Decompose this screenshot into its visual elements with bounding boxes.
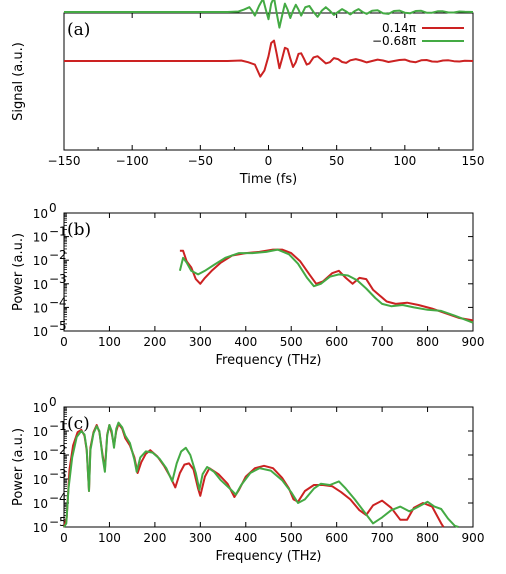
y-tick-label: 10 — [33, 278, 48, 292]
y-tick-exponent: −1 — [49, 225, 67, 239]
x-tick-label: 200 — [143, 531, 166, 545]
plot-frame — [63, 406, 474, 528]
x-tick-label: 150 — [462, 154, 485, 168]
y-tick-label: 10 — [33, 401, 48, 415]
y-tick-label: 10 — [33, 254, 48, 268]
panel-b-xlabel: Frequency (THz) — [216, 353, 322, 368]
panel-a-xlabel: Time (fs) — [239, 172, 297, 187]
y-tick-label: 10 — [33, 449, 48, 463]
x-tick-label: 50 — [329, 154, 344, 168]
panel-c-xlabel: Frequency (THz) — [216, 549, 322, 564]
x-tick-label: 0 — [60, 531, 68, 545]
y-tick-exponent: −2 — [49, 248, 67, 262]
series-line-red — [64, 39, 474, 78]
panel-b-ylabel: Power (a.u.) — [11, 233, 26, 311]
x-tick-label: 100 — [98, 531, 121, 545]
x-tick-label: 300 — [189, 335, 212, 349]
x-tick-label: 400 — [234, 531, 257, 545]
legend-label-minus-0.68pi: −0.68π — [372, 34, 416, 48]
x-tick-label: −100 — [116, 154, 149, 168]
x-tick-label: 500 — [280, 531, 303, 545]
series-line-green — [178, 248, 474, 324]
y-tick-label: 10 — [33, 425, 48, 439]
x-tick-label: 900 — [462, 531, 485, 545]
y-tick-exponent: −4 — [49, 491, 67, 505]
x-tick-label: 100 — [98, 335, 121, 349]
y-tick-label: 10 — [33, 473, 48, 487]
x-tick-label: 700 — [371, 335, 394, 349]
legend-label-0.14pi: 0.14π — [382, 21, 416, 35]
x-tick-label: 0 — [60, 335, 68, 349]
series-line-red — [179, 248, 474, 322]
x-tick-label: 800 — [416, 335, 439, 349]
x-tick-label: 600 — [325, 531, 348, 545]
y-tick-label: 10 — [33, 521, 48, 535]
x-tick-label: 0 — [265, 154, 273, 168]
y-tick-label: 10 — [33, 301, 48, 315]
y-tick-exponent: 0 — [49, 395, 57, 409]
x-tick-label: 900 — [462, 335, 485, 349]
y-tick-label: 10 — [33, 325, 48, 339]
y-tick-exponent: 0 — [49, 201, 57, 215]
x-tick-label: 700 — [371, 531, 394, 545]
y-tick-exponent: −3 — [49, 272, 67, 286]
series-line-green — [64, 0, 474, 29]
x-tick-label: −50 — [188, 154, 213, 168]
x-tick-label: 300 — [189, 531, 212, 545]
x-tick-label: 200 — [143, 335, 166, 349]
y-tick-label: 10 — [33, 207, 48, 221]
panel-a-label: (a) — [67, 20, 90, 40]
series-line-red — [63, 422, 445, 528]
y-tick-label: 10 — [33, 231, 48, 245]
panel-c-ylabel: Power (a.u.) — [11, 428, 26, 506]
panel-a-ylabel: Signal (a.u.) — [11, 42, 26, 121]
y-tick-label: 10 — [33, 497, 48, 511]
y-tick-exponent: −4 — [49, 295, 67, 309]
panel-c-power-spectrum: (c) Power (a.u.) Frequency (THz) 0 100 200… — [11, 395, 484, 564]
y-tick-exponent: −5 — [49, 319, 67, 333]
x-tick-label: −150 — [48, 154, 81, 168]
y-tick-exponent: −1 — [49, 419, 67, 433]
x-tick-label: 100 — [393, 154, 416, 168]
panel-c-label: (c) — [67, 414, 90, 434]
series-line-green — [63, 421, 459, 528]
y-tick-exponent: −5 — [49, 515, 67, 529]
y-tick-exponent: −2 — [49, 443, 67, 457]
x-tick-label: 500 — [280, 335, 303, 349]
x-tick-label: 800 — [416, 531, 439, 545]
panel-b-power-spectrum: (b) Power (a.u.) Frequency (THz) 0 100 200… — [11, 201, 484, 368]
plot-frame — [63, 212, 474, 332]
panel-b-label: (b) — [67, 220, 91, 240]
panel-a-time-signal: (a) Signal (a.u.) Time (fs) 0.14π −0.68π… — [11, 0, 484, 187]
x-tick-label: 600 — [325, 335, 348, 349]
x-tick-label: 400 — [234, 335, 257, 349]
y-tick-exponent: −3 — [49, 467, 67, 481]
